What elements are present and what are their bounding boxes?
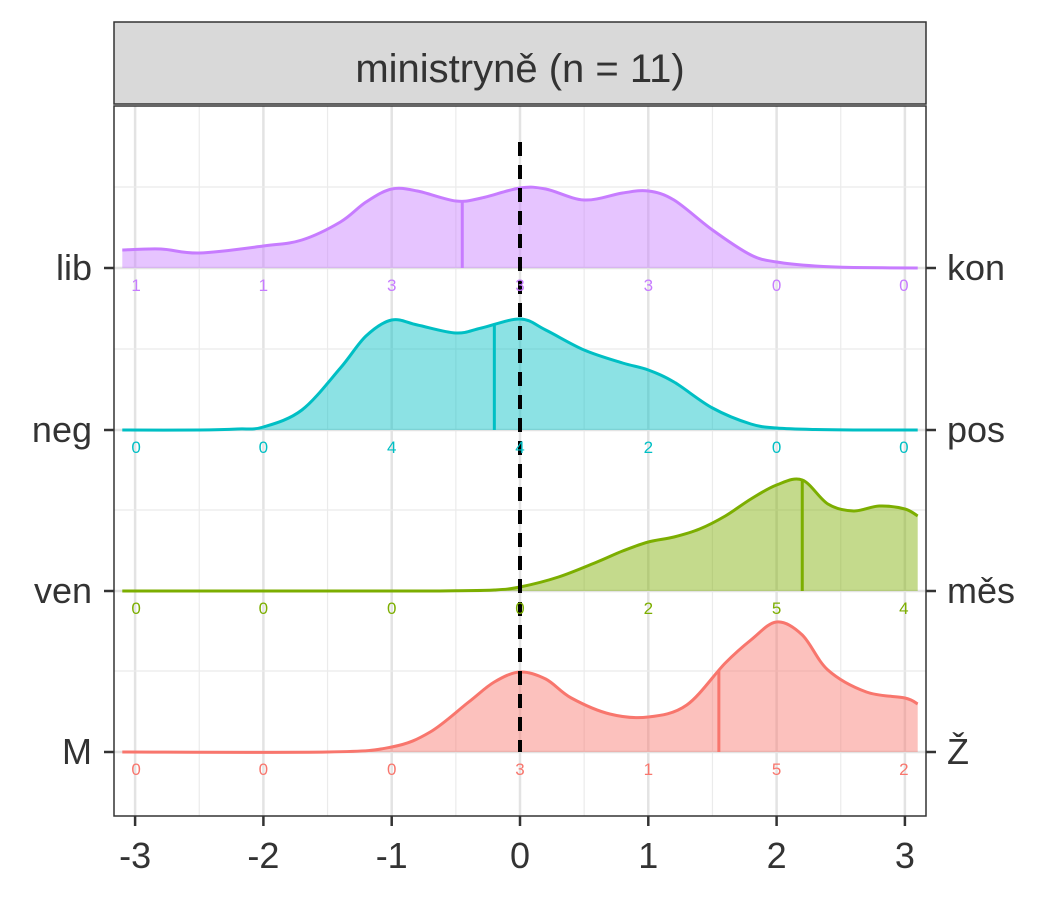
x-tick-label: -1 — [376, 835, 408, 876]
count-label: 2 — [644, 599, 653, 618]
y-label-left: ven — [34, 570, 92, 611]
count-label: 0 — [259, 438, 268, 457]
count-label: 0 — [899, 276, 908, 295]
facet-strip — [113, 21, 927, 105]
density-area-lib — [122, 187, 918, 268]
y-label-right: pos — [947, 409, 1005, 450]
y-label-left: neg — [32, 409, 92, 450]
count-label: 0 — [387, 599, 396, 618]
x-tick-label: 2 — [767, 835, 787, 876]
y-label-left: M — [62, 731, 92, 772]
x-tick-label: 1 — [638, 835, 658, 876]
count-label: 4 — [387, 438, 396, 457]
count-label: 1 — [259, 276, 268, 295]
x-tick-label: 3 — [895, 835, 915, 876]
y-label-right: měs — [947, 570, 1015, 611]
count-label: 3 — [515, 276, 524, 295]
count-label: 0 — [259, 599, 268, 618]
count-label: 4 — [899, 599, 908, 618]
count-label: 0 — [131, 760, 140, 779]
y-label-right: Ž — [947, 731, 969, 772]
count-label: 0 — [131, 438, 140, 457]
ridge-ven — [122, 477, 919, 593]
density-line-neg — [122, 317, 918, 432]
y-label-right: kon — [947, 247, 1005, 288]
count-label: 5 — [772, 599, 781, 618]
count-label: 0 — [131, 599, 140, 618]
count-label: 0 — [772, 276, 781, 295]
density-line-ven — [122, 477, 919, 593]
count-label: 0 — [515, 599, 524, 618]
y-label-left: lib — [56, 247, 92, 288]
density-area-ven — [122, 478, 918, 591]
count-label: 0 — [259, 760, 268, 779]
count-labels: 0 0 0 3 1 5 2 0 0 0 0 2 5 4 0 0 4 4 2 0 0 1 1 3 3 3 0 0 — [131, 276, 908, 779]
count-label: 0 — [387, 760, 396, 779]
density-line-M — [122, 620, 919, 754]
count-label: 0 — [772, 438, 781, 457]
count-label: 1 — [644, 760, 653, 779]
count-label: 0 — [899, 438, 908, 457]
facet-title: ministryně (n = 11) — [355, 47, 684, 91]
count-label: 1 — [131, 276, 140, 295]
count-label: 3 — [387, 276, 396, 295]
x-tick-label: -3 — [119, 835, 151, 876]
count-label: 3 — [515, 760, 524, 779]
axes: -3 -2 -1 0 1 2 3 lib kon neg pos ven měs M Ž — [32, 247, 1015, 876]
count-label: 4 — [515, 438, 524, 457]
x-tick-label: 0 — [510, 835, 530, 876]
count-label: 2 — [644, 438, 653, 457]
count-label: 3 — [644, 276, 653, 295]
x-tick-label: -2 — [247, 835, 279, 876]
count-label: 5 — [772, 760, 781, 779]
ridge-M — [122, 620, 919, 754]
count-label: 2 — [899, 760, 908, 779]
